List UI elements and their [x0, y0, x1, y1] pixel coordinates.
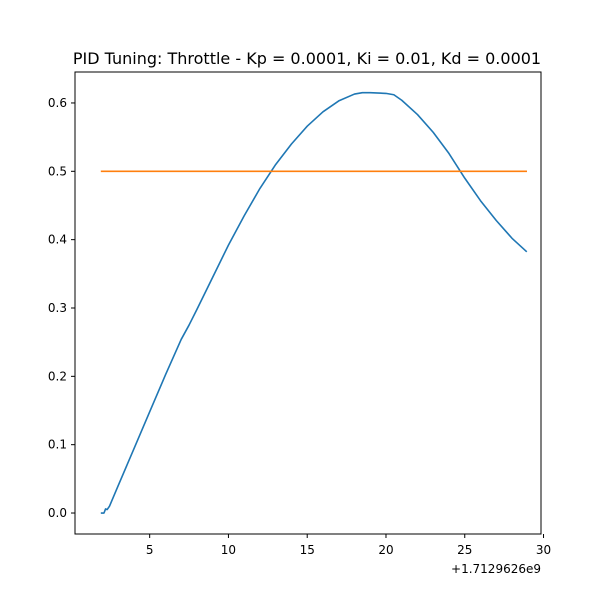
x-tick-label: 30: [536, 543, 551, 557]
y-tick-label: 0.5: [48, 164, 67, 178]
x-tick-label: 5: [146, 543, 154, 557]
y-tick-label: 0.1: [48, 438, 67, 452]
y-tick-label: 0.3: [48, 301, 67, 315]
x-tick-label: 20: [378, 543, 393, 557]
x-axis-offset-label: +1.7129626e9: [451, 562, 541, 576]
x-axis: 5 10 15 20 25 30: [146, 534, 551, 557]
y-tick-label: 0.4: [48, 233, 67, 247]
axes-frame: [74, 71, 542, 535]
x-tick-label: 25: [457, 543, 472, 557]
y-tick-label: 0.2: [48, 369, 67, 383]
plot-area: [100, 91, 528, 514]
x-tick-label: 10: [221, 543, 236, 557]
y-axis: 0.0 0.1 0.2 0.3 0.4 0.5 0.6: [48, 96, 75, 520]
y-tick-label: 0.6: [48, 96, 67, 110]
y-tick-label: 0.0: [48, 506, 67, 520]
chart-title: PID Tuning: Throttle - Kp = 0.0001, Ki =…: [73, 49, 541, 68]
x-tick-label: 15: [300, 543, 315, 557]
series-line-1: [100, 91, 528, 514]
